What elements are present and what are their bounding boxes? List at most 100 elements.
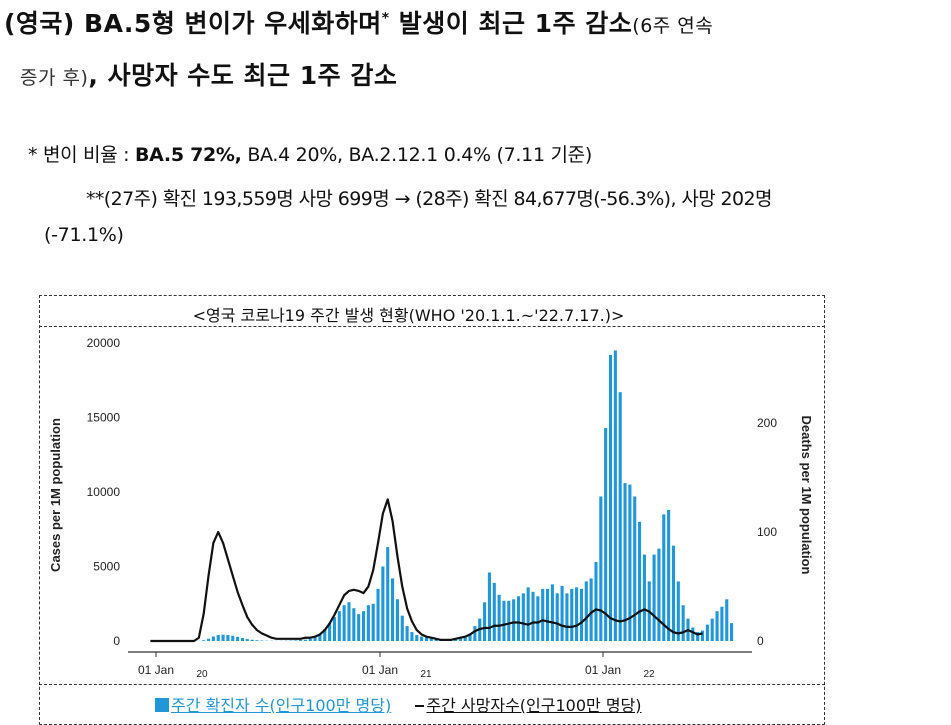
cases-bar	[362, 611, 365, 641]
cases-bar	[551, 584, 554, 641]
y-tick-label: 0	[113, 634, 120, 648]
cases-bar	[546, 589, 549, 641]
legend-cases-label: 주간 확진자 수(인구100만 명당)	[171, 696, 391, 715]
cases-bar	[241, 638, 244, 641]
cases-bar	[691, 628, 694, 641]
cases-bar	[231, 636, 234, 641]
cases-bar	[226, 635, 229, 641]
y2-tick-label: 0	[757, 634, 764, 648]
cases-bar	[536, 596, 539, 641]
cases-bar	[517, 596, 520, 641]
cases-bar	[585, 581, 588, 641]
cases-bar	[599, 496, 602, 641]
cases-bar	[667, 510, 670, 641]
cases-bar	[623, 483, 626, 641]
cases-bar	[725, 599, 728, 641]
cases-bar	[304, 640, 307, 641]
cases-bar	[255, 640, 258, 641]
cases-bar	[590, 578, 593, 641]
cases-bar	[343, 605, 346, 641]
cases-bar	[633, 496, 636, 641]
cases-bar	[381, 567, 384, 642]
cases-bar	[493, 583, 496, 641]
cases-bar	[638, 522, 641, 641]
cases-bar	[473, 626, 476, 641]
x-tick-label-day: 01 Jan	[362, 663, 398, 677]
cases-bar	[391, 578, 394, 641]
cases-bar	[217, 635, 220, 641]
cases-bar	[299, 640, 302, 641]
y-axis-right-ticks: 0 100 200	[757, 416, 777, 648]
cases-bar	[657, 549, 660, 641]
cases-bar	[730, 623, 733, 641]
cases-bar	[507, 601, 510, 641]
cases-bar	[711, 619, 714, 641]
cases-bar	[653, 555, 656, 641]
cases-bar	[575, 587, 578, 641]
y-axis-right-label-text: Deaths per 1M population	[799, 416, 814, 575]
y2-tick-label: 200	[757, 416, 777, 430]
x-tick-label-year: 20	[196, 669, 208, 680]
cases-bar	[202, 640, 205, 641]
cases-bar	[309, 639, 312, 641]
cases-bar	[565, 593, 568, 641]
x-tick-label-year: 21	[420, 669, 432, 680]
cases-bar	[706, 625, 709, 641]
legend: 주간 확진자 수(인구100만 명당) 주간 사망자수(인구100만 명당)	[155, 692, 642, 716]
cases-bar	[561, 586, 564, 641]
cases-bar	[406, 626, 409, 641]
x-tick-label-day: 01 Jan	[585, 663, 621, 677]
cases-bar	[604, 428, 607, 641]
x-axis-ticks: 01 Jan 20 01 Jan 21 01 Jan 22	[138, 652, 655, 680]
cases-bar	[212, 637, 215, 641]
cases-bar	[720, 607, 723, 641]
cases-bar	[236, 637, 239, 641]
cases-bar	[570, 589, 573, 641]
cases-bar	[614, 350, 617, 641]
cases-bar	[594, 562, 597, 641]
cases-bar	[522, 593, 525, 641]
cases-bar	[527, 587, 530, 641]
cases-bar	[531, 592, 534, 641]
cases-bar	[682, 605, 685, 641]
cases-bar	[347, 602, 350, 641]
cases-bar	[643, 555, 646, 641]
cases-bar	[357, 614, 360, 641]
cases-bar	[396, 599, 399, 641]
cases-bar	[376, 589, 379, 641]
legend-deaths-swatch	[415, 705, 424, 707]
cases-bar	[498, 595, 501, 641]
cases-bar	[352, 608, 355, 641]
y2-tick-label: 100	[757, 525, 777, 539]
x-tick-label-year: 22	[643, 669, 655, 680]
cases-bar	[512, 599, 515, 641]
legend-cases-swatch	[155, 698, 169, 712]
cases-bar	[662, 514, 665, 641]
cases-bar	[372, 604, 375, 641]
cases-bar	[415, 635, 418, 641]
cases-bar	[367, 605, 370, 641]
cases-bar	[609, 355, 612, 641]
cases-bar	[716, 611, 719, 641]
cases-bar	[246, 639, 249, 641]
y-tick-label: 20000	[87, 336, 121, 350]
cases-bar	[338, 611, 341, 641]
cases-bar	[672, 546, 675, 641]
y-tick-label: 5000	[93, 560, 120, 574]
y-tick-label: 15000	[87, 411, 121, 425]
cases-bar	[556, 593, 559, 641]
cases-bar	[251, 640, 254, 641]
y-tick-label: 10000	[87, 485, 121, 499]
legend-deaths-label: 주간 사망자수(인구100만 명당)	[426, 696, 641, 715]
cases-bar	[401, 616, 404, 641]
y-axis-left-label: Cases per 1M population	[48, 418, 63, 572]
cases-bar	[580, 589, 583, 641]
y-axis-left-label-text: Cases per 1M population	[48, 418, 63, 572]
cases-bar	[222, 635, 225, 641]
cases-bar	[420, 637, 423, 641]
cases-bar	[488, 572, 491, 641]
x-tick-label-day: 01 Jan	[138, 663, 174, 677]
cases-bar	[333, 617, 336, 641]
cases-bar	[541, 589, 544, 641]
